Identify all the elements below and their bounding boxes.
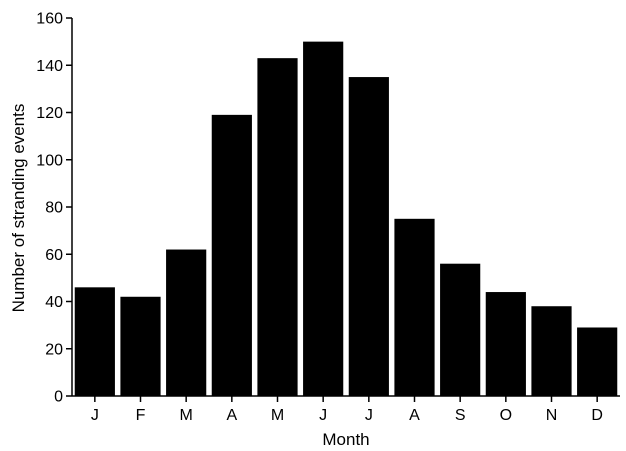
- x-tick-label: S: [455, 407, 466, 424]
- y-tick-label: 140: [36, 58, 63, 75]
- x-tick-label: N: [546, 407, 558, 424]
- y-tick-label: 100: [36, 152, 63, 169]
- bar-2: [120, 296, 161, 396]
- x-tick-label: D: [591, 407, 603, 424]
- x-tick-label: J: [319, 407, 327, 424]
- y-axis-title: Number of stranding events: [9, 104, 28, 313]
- bar-1: [74, 287, 115, 396]
- bars-group: [74, 41, 618, 397]
- y-tick-label: 60: [45, 247, 63, 264]
- bar-11: [531, 306, 572, 396]
- bar-10: [485, 292, 526, 396]
- x-tick-label: A: [226, 407, 237, 424]
- y-tick-label: 80: [45, 200, 63, 217]
- y-axis-ticks: 0 20 40 60 80 100 120 140 160: [36, 11, 72, 406]
- x-tick-label: M: [180, 407, 193, 424]
- bar-8: [394, 218, 435, 396]
- bar-6: [303, 41, 344, 397]
- bar-12: [577, 327, 618, 396]
- bar-5: [257, 58, 298, 396]
- y-tick-label: 120: [36, 105, 63, 122]
- x-axis-title: Month: [322, 430, 369, 449]
- y-tick-label: 20: [45, 341, 63, 358]
- bar-4: [211, 114, 252, 397]
- x-tick-label: M: [271, 407, 284, 424]
- x-tick-label: O: [500, 407, 512, 424]
- bar-7: [348, 77, 389, 396]
- bar-3: [166, 249, 207, 396]
- y-tick-label: 40: [45, 294, 63, 311]
- x-tick-label: A: [409, 407, 420, 424]
- y-tick-label: 160: [36, 11, 63, 28]
- x-tick-label: J: [91, 407, 99, 424]
- bar-9: [440, 263, 481, 396]
- y-tick-label: 0: [54, 389, 63, 406]
- x-tick-label: J: [365, 407, 373, 424]
- x-tick-label: F: [136, 407, 146, 424]
